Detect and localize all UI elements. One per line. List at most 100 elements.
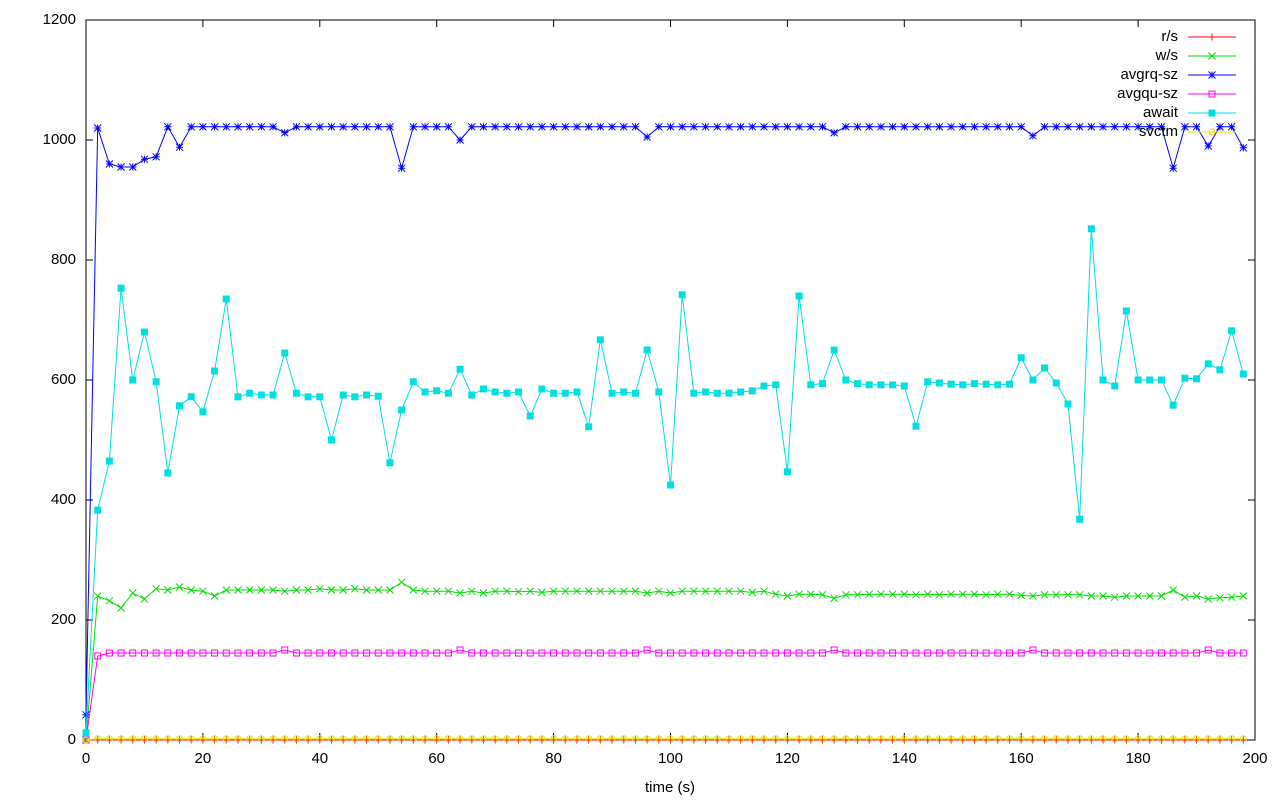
point (386, 735, 394, 743)
point (1122, 307, 1130, 315)
point (888, 122, 897, 131)
point (1134, 592, 1142, 600)
legend-label: await (1143, 104, 1179, 121)
point (877, 590, 885, 599)
y-tick-label: 1000 (43, 131, 76, 148)
legend-label: svctm (1139, 123, 1178, 140)
point (468, 649, 476, 657)
point (772, 735, 780, 743)
point (1064, 735, 1072, 743)
point (760, 122, 768, 131)
point (128, 163, 137, 171)
point (643, 735, 651, 743)
series-line (85, 649, 1244, 741)
point (468, 391, 476, 399)
point (362, 586, 371, 594)
point (573, 388, 581, 396)
point (702, 388, 710, 396)
point (830, 346, 838, 354)
point (667, 735, 674, 743)
point (1157, 122, 1166, 131)
point (339, 649, 347, 657)
point (1169, 164, 1178, 173)
point (1017, 735, 1025, 743)
point (900, 735, 908, 743)
point (409, 586, 418, 594)
point (175, 143, 184, 152)
point (620, 388, 628, 396)
point (771, 122, 780, 131)
point (538, 735, 546, 743)
point (386, 122, 394, 131)
point (573, 649, 581, 657)
point (865, 381, 873, 389)
point (877, 122, 885, 131)
point (1111, 735, 1119, 743)
point (806, 122, 815, 131)
point (1145, 122, 1154, 131)
point (246, 735, 254, 743)
point (1204, 142, 1213, 150)
legend-marker (1208, 71, 1216, 79)
point (982, 735, 990, 743)
point (515, 735, 523, 743)
point (82, 729, 90, 737)
point (351, 393, 359, 401)
point (515, 649, 523, 657)
point (771, 590, 780, 599)
point (1052, 590, 1061, 599)
point (690, 587, 698, 596)
point (210, 592, 219, 600)
point (959, 735, 967, 743)
point (549, 587, 558, 596)
point (772, 381, 780, 389)
point (807, 381, 815, 389)
point (1122, 122, 1131, 131)
point (503, 389, 511, 397)
x-tick-label: 160 (1009, 750, 1034, 767)
point (608, 389, 616, 397)
point (187, 735, 195, 743)
x-axis-label: time (s) (645, 779, 695, 796)
point (409, 649, 417, 657)
point (164, 649, 172, 657)
point (818, 649, 826, 657)
legend-marker (1208, 109, 1216, 117)
point (1216, 735, 1224, 743)
point (596, 649, 604, 657)
point (1052, 735, 1060, 743)
point (982, 649, 990, 657)
point (1181, 122, 1189, 131)
point (631, 122, 640, 131)
point (900, 382, 908, 390)
point (1157, 376, 1165, 384)
point (152, 649, 160, 657)
point (807, 649, 815, 657)
point (315, 122, 324, 131)
point (678, 291, 686, 299)
point (947, 380, 955, 388)
x-tick-label: 20 (195, 750, 212, 767)
point (491, 587, 500, 596)
legend-marker (1208, 90, 1216, 98)
point (854, 380, 862, 388)
point (176, 649, 184, 657)
point (1006, 735, 1014, 743)
point (573, 735, 581, 743)
point (1157, 735, 1165, 743)
legend-marker (1208, 128, 1216, 136)
point (841, 122, 850, 131)
point (702, 649, 710, 657)
point (690, 122, 698, 131)
point (643, 589, 651, 597)
point (596, 735, 604, 743)
point (585, 423, 593, 431)
point (608, 735, 616, 743)
x-tick-label: 40 (311, 750, 328, 767)
point (152, 584, 160, 593)
legend-label: avgqu-sz (1117, 85, 1178, 102)
point (175, 583, 184, 591)
point (526, 587, 535, 596)
series-line (85, 228, 1244, 733)
point (234, 586, 242, 594)
